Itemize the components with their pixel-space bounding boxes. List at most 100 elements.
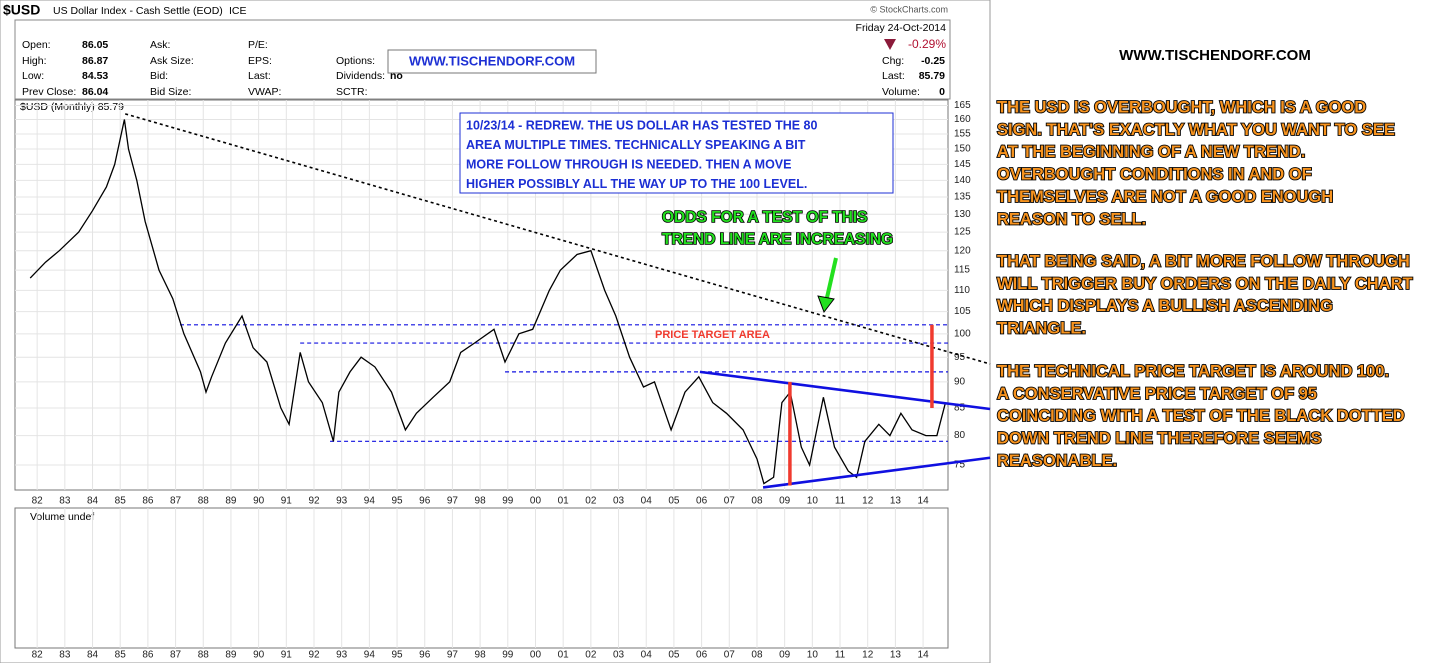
odds-note: ODDS FOR A TEST OF THIS TREND LINE ARE IN… [661,208,894,249]
field-label: VWAP: [248,86,281,98]
y-tick-label: 75 [954,460,966,471]
x-tick-label: 98 [475,650,487,661]
x-tick-label: 90 [253,496,265,507]
odds-arrow-head [817,295,835,314]
field-label: Last: [248,70,271,82]
field-label: Prev Close: [22,86,76,98]
x-tick-label: 08 [751,496,763,507]
side-line: DOWN TREND LINE THEREFORE SEEMS [997,430,1322,448]
x-tick-label: 07 [724,650,736,661]
x-tick-label: 92 [308,650,320,661]
x-tick-label: 96 [419,496,431,507]
x-tick-label: 82 [32,496,44,507]
x-tick-label: 93 [336,650,348,661]
x-tick-label: 91 [281,650,293,661]
x-tick-label: 14 [918,496,930,507]
volume-label: Volume undef [30,511,94,523]
field-label: Options: [336,55,375,67]
legend-name: $USD (Monthly) [20,101,95,113]
field-value: 0 [939,86,945,98]
exchange: ICE [229,5,247,17]
y-tick-label: 100 [954,328,971,339]
volume-plot [14,507,949,649]
x-tick-label: 11 [835,496,846,507]
x-tick-label: 90 [253,650,265,661]
side-line: AT THE BEGINNING OF A NEW TREND. [997,143,1305,161]
note-line: MORE FOLLOW THROUGH IS NEEDED. THEN A MO… [466,157,791,171]
y-tick-label: 155 [954,129,971,140]
side-line: TRIANGLE. [997,320,1086,338]
y-tick-label: 90 [954,377,966,388]
field-value: -0.25 [921,55,945,67]
field-label: Ask: [150,39,170,51]
x-tick-label: 02 [585,650,597,661]
x-tick-label: 03 [613,496,625,507]
y-tick-label: 160 [954,114,971,125]
odds-line: TREND LINE ARE INCREASING [662,231,893,248]
y-tick-label: 95 [954,352,966,363]
site-link: WWW.TISCHENDORF.COM [409,53,575,68]
y-tick-label: 110 [954,285,970,296]
x-tick-label: 84 [87,496,99,507]
field-label: Last: [882,70,905,82]
x-tick-label: 91 [281,496,293,507]
x-tick-label: 10 [807,496,819,507]
x-tick-label: 97 [447,650,459,661]
side-line: WILL TRIGGER BUY ORDERS ON THE DAILY CHA… [997,275,1413,293]
trend-line [762,456,991,489]
x-tick-label: 10 [807,650,819,661]
odds-arrow [824,257,838,303]
x-tick-label: 85 [115,496,127,507]
x-tick-label: 04 [641,496,653,507]
plot-layer: 82 82 83 83 84 84 85 85 86 86 87 87 88 88 89 89 90 90 91 91… [15,100,991,661]
note: 10/23/14 - REDREW. THE US DOLLAR HAS TES… [466,118,818,191]
x-tick-label: 04 [641,650,653,661]
y-tick-label: 140 [954,175,971,186]
x-tick-label: 97 [447,496,459,507]
field-label: EPS: [248,55,272,67]
x-tick-label: 09 [779,650,791,661]
x-tick-label: 08 [751,650,763,661]
source: © StockCharts.com [870,4,948,14]
change-pct: -0.29% [908,37,946,51]
x-tick-label: 89 [225,650,237,661]
trend-line [699,370,991,411]
x-tick-label: 13 [890,650,902,661]
y-tick-label: 150 [954,144,971,155]
field-label: Volume: [882,86,920,98]
x-tick-label: 00 [530,496,542,507]
field-label: Bid: [150,70,168,82]
price-line [29,119,946,485]
x-tick-label: 85 [115,650,127,661]
x-tick-label: 89 [225,496,237,507]
x-tick-label: 96 [419,650,431,661]
side-line: COINCIDING WITH A TEST OF THE BLACK DOTT… [997,407,1405,425]
x-tick-label: 88 [198,650,210,661]
side-line: THE TECHNICAL PRICE TARGET IS AROUND 100… [997,362,1389,380]
field-label: Chg: [882,55,904,67]
side-line: REASONABLE. [997,452,1117,470]
field-value: 86.87 [82,55,108,67]
date: Friday 24-Oct-2014 [856,22,947,34]
y-tick-label: 115 [954,265,970,276]
x-tick-label: 01 [558,650,570,661]
note-box [459,112,894,194]
x-tick-label: 86 [142,496,154,507]
side-line: WHICH DISPLAYS A BULLISH ASCENDING [997,297,1333,315]
y-tick-label: 145 [954,159,971,170]
field-label: Open: [22,39,51,51]
field-value: 86.05 [82,39,108,51]
note-line: 10/23/14 - REDREW. THE US DOLLAR HAS TES… [466,118,818,132]
y-tick-label: 85 [954,403,966,414]
side-line: THEMSELVES ARE NOT A GOOD ENOUGH [997,188,1333,206]
y-tick-label: 105 [954,306,971,317]
field-label: Dividends: [336,70,385,82]
x-tick-label: 01 [558,496,570,507]
instrument-name: US Dollar Index - Cash Settle (EOD) [53,5,223,17]
note-line: AREA MULTIPLE TIMES. TECHNICALLY SPEAKIN… [466,138,806,152]
y-tick-label: 80 [954,430,966,441]
field-label: Low: [22,70,44,82]
x-tick-label: 86 [142,650,154,661]
x-tick-label: 87 [170,496,182,507]
